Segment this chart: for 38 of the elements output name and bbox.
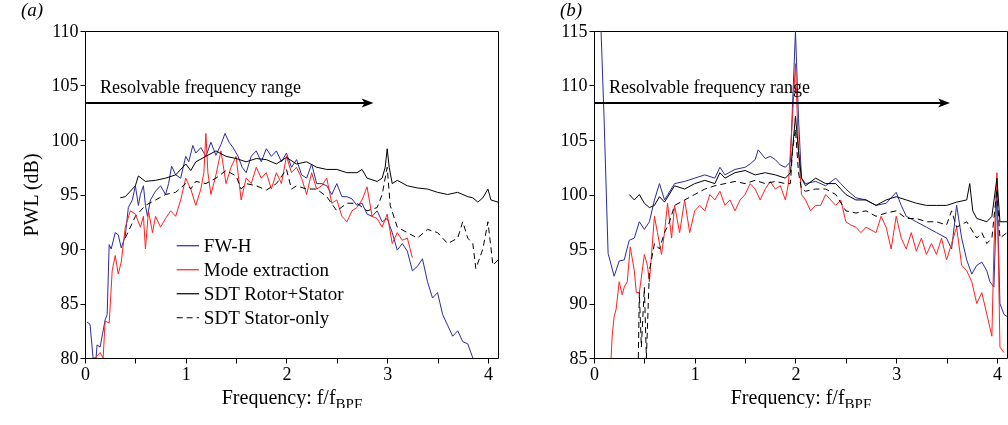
line-series	[86, 132, 474, 358]
x-tick-label: 1	[690, 363, 700, 384]
y-tick-label: 85	[569, 347, 588, 368]
x-tick-label: 4	[483, 363, 493, 384]
y-tick-label: 90	[60, 238, 79, 259]
line-series	[600, 31, 1007, 318]
x-tick-label: 0	[590, 363, 599, 384]
y-tick-label: 105	[51, 75, 79, 95]
y-tick-label: 110	[52, 20, 79, 41]
legend-label: SDT Rotor+Stator	[203, 282, 345, 304]
x-axis-title: Frequency: f/f$_{BPF}$	[221, 385, 363, 412]
x-tick-label: 4	[992, 363, 1002, 384]
x-tick-label: 0	[81, 363, 90, 384]
y-tick-label: 100	[51, 129, 79, 150]
chart-title: (a)	[21, 0, 44, 21]
x-tick-label: 3	[892, 363, 902, 384]
legend-label: SDT Stator-only	[203, 306, 330, 328]
legend-label: Mode extraction	[203, 258, 330, 280]
y-tick-label: 90	[569, 293, 588, 313]
y-tick-label: 115	[561, 20, 588, 41]
chart-title: (b)	[560, 0, 583, 21]
y-tick-label: 110	[561, 75, 588, 95]
x-tick-label: 1	[181, 363, 191, 384]
x-tick-label: 2	[791, 363, 801, 384]
x-axis-title: Frequency: f/f$_{BPF}$	[730, 385, 872, 412]
y-tick-label: 95	[60, 184, 79, 204]
y-tick-label: 105	[560, 129, 588, 150]
legend-label: FW-H	[203, 234, 252, 256]
y-tick-label: 80	[60, 347, 79, 368]
y-axis-title: PWL (dB)	[19, 153, 43, 237]
line-series	[610, 63, 1005, 358]
y-tick-label: 85	[60, 293, 79, 313]
annotation: Resolvable frequency range	[100, 76, 301, 97]
x-tick-label: 2	[282, 363, 292, 384]
line-series	[94, 132, 413, 358]
y-tick-label: 95	[569, 238, 588, 259]
y-tick-label: 100	[560, 184, 588, 204]
x-tick-label: 3	[383, 363, 393, 384]
